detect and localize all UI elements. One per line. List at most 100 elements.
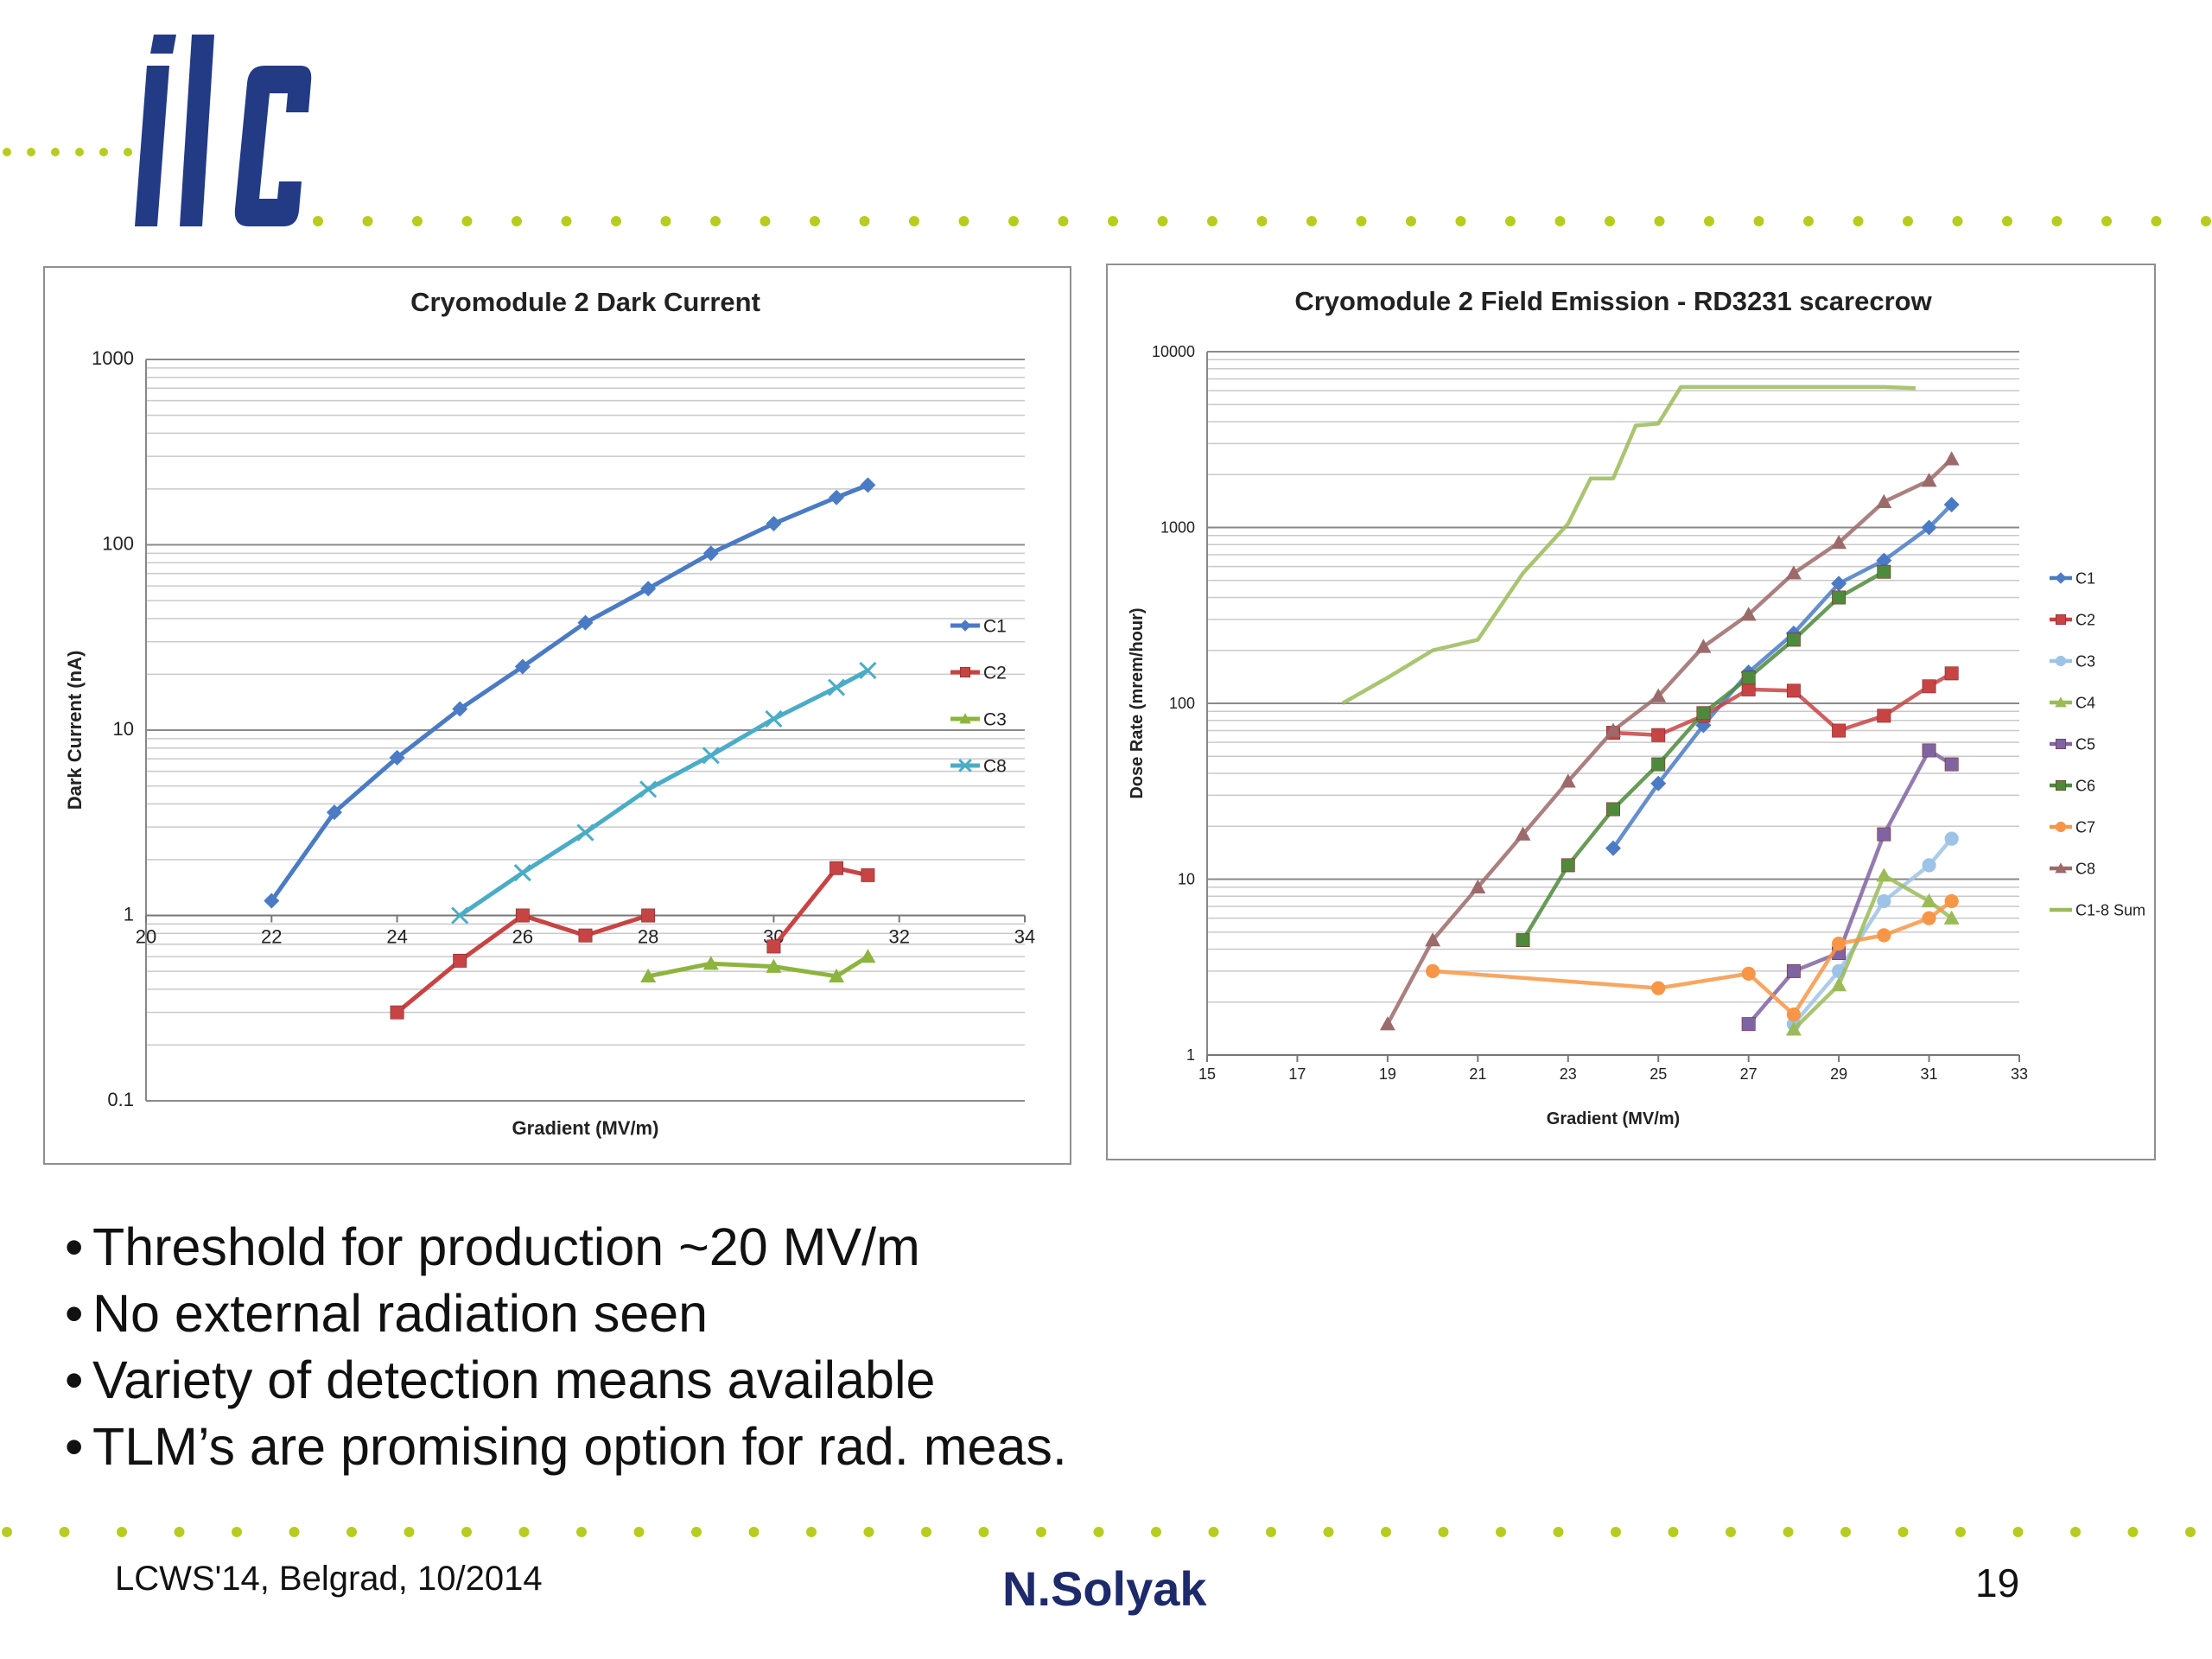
chart-field-emission: Cryomodule 2 Field Emission - RD3231 sca…: [1128, 286, 2145, 1128]
x-tick-label: 17: [1288, 1065, 1306, 1083]
grid: [1207, 351, 2019, 1056]
decor-dot: [51, 148, 60, 156]
y-axis-label: Dark Current (nA): [64, 651, 86, 810]
decor-dot: [2101, 216, 2112, 226]
data-point: [1877, 564, 1891, 579]
data-point: [1651, 728, 1666, 742]
footer-dotted-line: [2, 1527, 2196, 1537]
series-line: [458, 668, 869, 918]
data-point: [451, 906, 469, 925]
decor-dot: [512, 216, 522, 226]
y-tick-label: 1: [124, 904, 134, 925]
data-point: [1651, 757, 1666, 772]
decor-dot: [404, 1527, 415, 1537]
decor-dot: [1952, 216, 1963, 226]
data-point: [766, 516, 782, 532]
data-point: [2055, 696, 2067, 708]
decor-dot: [59, 1527, 70, 1537]
decor-dot: [710, 216, 721, 226]
y-tick-label: 0.1: [107, 1089, 134, 1110]
header-dotted-line: [313, 216, 2211, 226]
legend-label: C3: [983, 709, 1007, 729]
data-point: [514, 658, 531, 675]
chart-title: Cryomodule 2 Field Emission - RD3231 sca…: [1294, 286, 1932, 316]
data-point: [1605, 722, 1621, 737]
data-point: [389, 749, 405, 766]
data-point: [326, 804, 342, 821]
bullet-item: • Variety of detection means available: [65, 1351, 936, 1409]
decor-dot: [1266, 1527, 1276, 1537]
series-c7: [1426, 893, 1959, 1022]
data-point: [1741, 1017, 1756, 1032]
decor-dot: [978, 1527, 989, 1537]
legend-item: C5: [2050, 735, 2095, 753]
decor-dot: [660, 216, 671, 226]
data-point: [1922, 911, 1936, 925]
series-line: [1611, 503, 1954, 849]
data-point: [1650, 775, 1667, 791]
decor-dot: [2201, 216, 2211, 226]
data-point: [1832, 936, 1847, 951]
data-point: [1470, 879, 1486, 894]
series-c6: [1516, 564, 1891, 948]
decor-dot: [1306, 216, 1317, 226]
decor-dot: [1605, 216, 1615, 226]
data-point: [578, 928, 593, 943]
data-point: [1944, 666, 1959, 681]
data-point: [1876, 868, 1892, 882]
decor-dot: [1455, 216, 1466, 226]
data-point: [1560, 773, 1576, 788]
data-point: [1943, 451, 1960, 466]
x-tick-label: 34: [1014, 926, 1035, 948]
decor-dot: [124, 148, 132, 156]
legend-label: C1: [983, 616, 1007, 636]
x-tick-label: 27: [1740, 1065, 1758, 1083]
legend-label: C8: [983, 756, 1007, 776]
decor-dot: [1611, 1527, 1621, 1537]
series-c1: [264, 477, 876, 909]
decor-dot: [1668, 1527, 1679, 1537]
data-point: [1921, 893, 1937, 908]
data-point: [1786, 683, 1801, 698]
legend-label: C4: [2075, 694, 2095, 711]
decor-dot: [921, 1527, 931, 1537]
legend-item: C8: [2050, 860, 2095, 877]
decor-dot: [1058, 216, 1069, 226]
decor-dot: [561, 216, 572, 226]
decor-dot: [748, 1527, 760, 1537]
data-point: [1831, 535, 1847, 550]
decor-dot: [3, 148, 11, 156]
data-point: [1606, 802, 1620, 817]
data-point: [2055, 655, 2067, 667]
footer-conference: LCWS'14, Belgrad, 10/2014: [115, 1560, 543, 1598]
data-point: [861, 868, 875, 882]
data-point: [830, 861, 844, 875]
data-point: [1426, 963, 1440, 979]
x-tick-label: 22: [261, 926, 282, 948]
series-c3: [640, 949, 876, 983]
legend-item: C8: [950, 756, 1007, 776]
data-point: [702, 747, 720, 765]
data-point: [1877, 928, 1891, 943]
series-line: [1385, 457, 1954, 1026]
x-tick-label: 28: [638, 926, 658, 948]
legend-item: C3: [2050, 652, 2095, 670]
page-number: 19: [1975, 1560, 2020, 1605]
x-tick-label: 21: [1469, 1065, 1486, 1083]
legend-label: C2: [983, 663, 1007, 683]
data-point: [766, 939, 781, 954]
bullet-text: No external radiation seen: [92, 1284, 709, 1343]
decor-dot: [2, 1527, 12, 1537]
data-point: [1786, 963, 1801, 978]
decor-dot: [1151, 1527, 1161, 1537]
data-point: [702, 545, 719, 562]
header-dotted-line-left: [3, 148, 132, 156]
series-line: [772, 866, 868, 948]
data-point: [1786, 1007, 1801, 1022]
decor-dot: [313, 216, 323, 226]
series-c4: [1785, 868, 1960, 1036]
data-point: [515, 908, 530, 923]
data-point: [1786, 632, 1801, 647]
data-point: [1515, 826, 1531, 841]
y-tick-label: 1000: [92, 347, 134, 369]
